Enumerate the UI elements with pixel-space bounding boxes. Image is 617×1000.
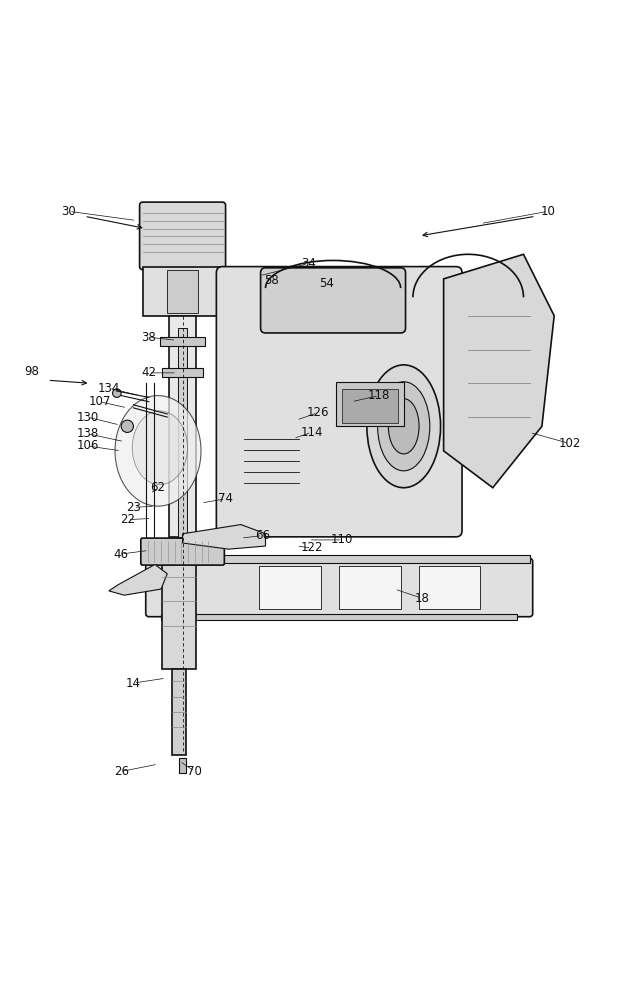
Text: 66: 66 [255,529,270,542]
Text: 10: 10 [540,205,555,218]
Text: 98: 98 [25,365,39,378]
Text: 18: 18 [415,592,429,605]
Text: 54: 54 [320,277,334,290]
Text: 38: 38 [141,331,156,344]
Text: 22: 22 [120,513,135,526]
Circle shape [112,389,121,397]
Text: 118: 118 [368,389,391,402]
Text: 106: 106 [76,439,99,452]
Text: 138: 138 [77,427,99,440]
Ellipse shape [378,382,430,471]
Polygon shape [109,564,167,595]
Ellipse shape [132,411,188,485]
FancyBboxPatch shape [260,268,405,333]
Bar [172,669,186,755]
Text: 102: 102 [558,437,581,450]
Text: 126: 126 [307,406,329,419]
Circle shape [121,420,133,432]
Text: 42: 42 [141,366,156,379]
Text: 26: 26 [114,765,129,778]
Bar [143,267,223,316]
Text: 30: 30 [62,205,77,218]
Ellipse shape [388,399,419,454]
Text: 62: 62 [151,481,165,494]
Text: 122: 122 [300,541,323,554]
Text: 134: 134 [97,382,120,395]
Text: 130: 130 [77,411,99,424]
Text: 114: 114 [300,426,323,439]
Text: 14: 14 [126,677,141,690]
Bar [162,368,204,377]
Text: 74: 74 [218,492,233,505]
FancyBboxPatch shape [146,558,532,617]
Bar [336,382,404,426]
Bar [167,270,198,313]
Text: 58: 58 [264,274,279,287]
Bar [162,558,196,669]
Ellipse shape [367,365,441,488]
Bar [339,566,400,609]
Bar [160,337,205,346]
Bar [342,389,397,423]
Bar [179,758,186,773]
Bar [419,566,481,609]
Text: 34: 34 [301,257,316,270]
Ellipse shape [115,396,201,506]
FancyBboxPatch shape [217,267,462,537]
Bar [178,328,188,537]
Text: 70: 70 [188,765,202,778]
Bar [223,273,456,531]
FancyBboxPatch shape [139,202,226,270]
Text: 23: 23 [126,501,141,514]
Bar [169,316,196,537]
Text: 46: 46 [114,548,129,561]
FancyBboxPatch shape [141,538,225,565]
Bar [149,555,529,563]
Text: 110: 110 [331,533,354,546]
Text: 107: 107 [88,395,111,408]
Polygon shape [183,525,265,549]
Bar [161,614,517,620]
Polygon shape [444,254,554,488]
Bar [259,566,321,609]
